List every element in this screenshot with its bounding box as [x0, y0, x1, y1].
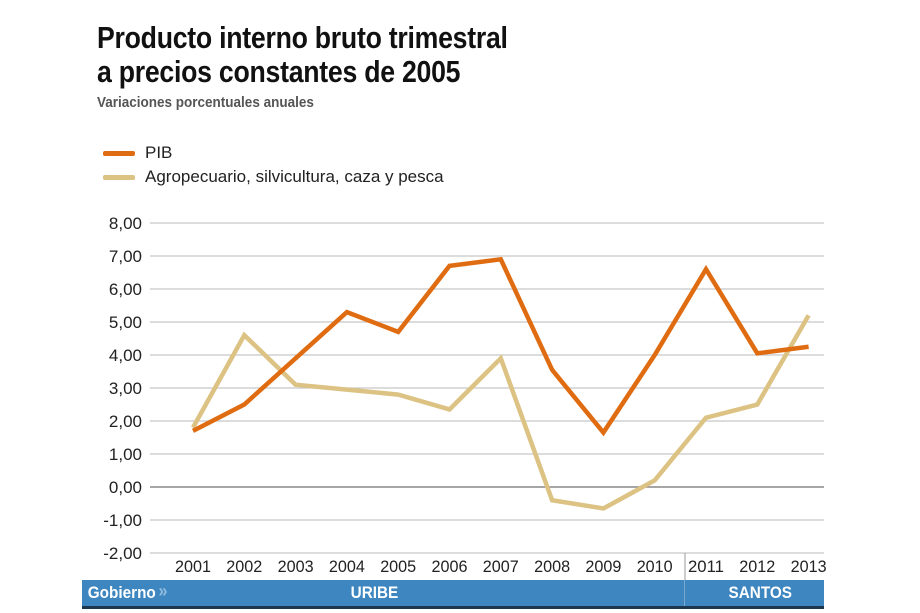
legend-swatch-agro: [103, 174, 135, 180]
chart-subtitle: Variaciones porcentuales anuales: [97, 94, 314, 111]
legend-item-pib: PIB: [103, 143, 172, 163]
x-tick-label: 2006: [432, 557, 468, 576]
x-tick-label: 2012: [739, 557, 775, 576]
government-santos: SANTOS: [728, 583, 793, 602]
x-tick-label: 2009: [585, 557, 621, 576]
legend-label-agro: Agropecuario, silvicultura, caza y pesca: [145, 167, 444, 186]
chart-title-line1: Producto interno bruto trimestral: [97, 20, 508, 55]
government-label: Gobierno: [87, 583, 156, 602]
series-line-pib: [191, 256, 809, 437]
x-tick-label: 2007: [483, 557, 519, 576]
y-tick-label: 7,00: [109, 247, 142, 266]
x-tick-label: 2008: [534, 557, 570, 576]
legend-item-agro: Agropecuario, silvicultura, caza y pesca: [103, 167, 444, 187]
x-tick-label: 2001: [175, 557, 211, 576]
y-tick-label: 8,00: [109, 214, 142, 233]
legend-label-pib: PIB: [145, 143, 173, 162]
x-tick-label: 2003: [278, 557, 314, 576]
x-tick-label: 2005: [380, 557, 416, 576]
chart-title-line2: a precios constantes de 2005: [97, 54, 461, 89]
government-uribe: URIBE: [350, 583, 399, 602]
y-tick-label: -2,00: [103, 544, 142, 563]
y-tick-label: -1,00: [103, 511, 142, 530]
y-tick-label: 6,00: [109, 280, 142, 299]
series-line-agro: [191, 314, 811, 511]
x-tick-label: 2004: [329, 557, 365, 576]
chevron-right-icon: »: [158, 581, 168, 601]
x-tick-label: 2011: [688, 557, 724, 576]
y-tick-label: 5,00: [109, 313, 142, 332]
y-tick-label: 0,00: [109, 478, 142, 497]
y-tick-label: 1,00: [109, 445, 142, 464]
y-tick-label: 4,00: [109, 346, 142, 365]
government-divider: [684, 580, 685, 606]
y-tick-label: 3,00: [109, 379, 142, 398]
x-tick-label: 2002: [226, 557, 262, 576]
x-tick-label: 2013: [791, 557, 827, 576]
y-tick-label: 2,00: [109, 412, 142, 431]
legend-swatch-pib: [103, 150, 135, 156]
government-bar: Gobierno » URIBE SANTOS: [82, 580, 824, 609]
x-tick-label: 2010: [637, 557, 673, 576]
